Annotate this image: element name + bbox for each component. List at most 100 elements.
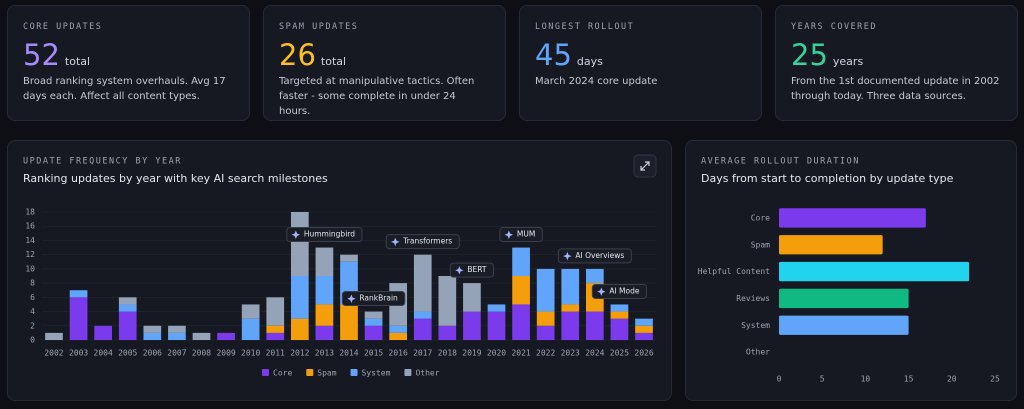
x-tick-label: 2020 <box>487 349 506 358</box>
bar-segment <box>413 254 432 312</box>
annotation: Hummingbird <box>286 227 363 243</box>
legend-swatch <box>350 369 358 376</box>
x-tick-label: 2012 <box>290 349 309 358</box>
bar-segment <box>561 304 580 312</box>
bar-segment <box>192 332 211 340</box>
annotation-box <box>557 248 632 264</box>
bar-segment <box>413 311 432 319</box>
legend-label: Spam <box>317 369 336 378</box>
annotation-label: MUM <box>517 230 535 239</box>
bar-segment <box>413 318 432 340</box>
x-tick-label: 2007 <box>167 349 186 358</box>
x-tick-label: 2026 <box>634 349 653 358</box>
bar-segment <box>585 268 604 284</box>
chart-title: Days from start to completion by update … <box>701 172 954 185</box>
sparkle-icon <box>597 287 606 296</box>
bar-segment <box>610 318 629 340</box>
x-tick-label: 25 <box>990 375 1000 384</box>
bar-segment <box>610 304 629 312</box>
bar-segment <box>561 268 580 305</box>
x-tick-label: 2016 <box>389 349 408 358</box>
bar-segment <box>69 290 88 298</box>
card-label: SPAM UPDATES <box>279 22 359 32</box>
sparkle-icon <box>455 266 464 275</box>
annotation-label: Transformers <box>402 237 452 246</box>
x-tick-label: 2023 <box>561 349 580 358</box>
x-tick-label: 2014 <box>339 349 358 358</box>
card-description: Targeted at manipulative tactics. Often … <box>279 76 475 117</box>
legend-label: System <box>362 369 391 378</box>
annotation-label: BERT <box>467 265 487 274</box>
annotation-label: Hummingbird <box>304 230 355 239</box>
bar-segment <box>463 283 481 312</box>
card-value: 52 <box>23 38 60 72</box>
x-tick-label: 2013 <box>315 349 334 358</box>
bar-segment <box>610 311 629 319</box>
bar-segment <box>315 276 334 305</box>
x-tick-label: 2019 <box>462 349 481 358</box>
x-tick-label: 2018 <box>438 349 457 358</box>
bar-segment <box>290 212 309 276</box>
bar-segment <box>315 304 334 326</box>
bar-segment <box>241 304 260 319</box>
legend-swatch <box>262 369 269 376</box>
x-tick-label: 2009 <box>216 349 235 358</box>
bar-segment <box>266 297 285 326</box>
bar-segment <box>389 325 408 333</box>
sparkle-icon <box>563 251 572 261</box>
x-tick-label: 2024 <box>585 349 604 358</box>
card-value: 25 <box>791 38 828 72</box>
card-description: From the 1st documented update in 2002 t… <box>791 76 1000 102</box>
bar-segment <box>635 332 653 340</box>
annotation-box <box>591 283 648 299</box>
bar <box>779 288 909 309</box>
bar-segment <box>266 332 285 340</box>
bar-segment <box>45 332 63 340</box>
y-tick-label: 6 <box>30 293 35 302</box>
bar-segment <box>389 332 408 340</box>
x-tick-label: 2022 <box>536 349 555 358</box>
x-tick-label: 20 <box>947 375 957 384</box>
bar-segment <box>290 276 309 319</box>
stat-card: YEARS COVERED 25 years From the 1st docum… <box>775 5 1018 121</box>
y-tick-label: Core <box>751 213 770 222</box>
bar-segment <box>512 276 530 305</box>
bar-segment <box>364 325 383 340</box>
y-tick-label: 18 <box>25 208 35 217</box>
bar-segment <box>118 304 137 312</box>
bar-segment <box>69 297 88 340</box>
card-label: YEARS COVERED <box>791 22 878 32</box>
x-tick-label: 5 <box>820 375 825 384</box>
x-tick-label: 2005 <box>118 349 137 358</box>
y-tick-label: System <box>741 321 770 330</box>
bar-segment <box>340 254 358 262</box>
bar-segment <box>241 318 260 340</box>
x-tick-label: 2011 <box>266 349 285 358</box>
stat-card: CORE UPDATES 52 total Broad ranking syste… <box>7 5 250 121</box>
annotation-label: AI Mode <box>609 286 640 295</box>
bar <box>779 315 909 335</box>
bar-segment <box>512 304 530 340</box>
bar-segment <box>438 276 457 326</box>
x-tick-label: 2004 <box>94 349 113 358</box>
bar-segment <box>143 332 162 340</box>
bar-segment <box>561 311 580 340</box>
legend-label: Other <box>415 369 439 378</box>
card-description: March 2024 core update <box>535 76 658 87</box>
y-tick-label: 16 <box>25 222 35 231</box>
sparkle-icon <box>391 237 400 247</box>
expand-button[interactable] <box>633 154 657 178</box>
stat-card: LONGEST ROLLOUT 45 days March 2024 core u… <box>519 5 762 121</box>
x-tick-label: 2006 <box>143 349 162 358</box>
x-tick-label: 2008 <box>192 349 211 358</box>
bar-segment <box>364 311 383 319</box>
bar-segment <box>463 311 481 340</box>
x-tick-label: 2010 <box>241 349 260 358</box>
legend-label: Core <box>273 369 292 378</box>
chart-label: AVERAGE ROLLOUT DURATION <box>701 157 860 167</box>
bar-segment <box>635 325 653 333</box>
bar-segment <box>635 318 653 326</box>
chart-title: Ranking updates by year with key AI sear… <box>23 172 328 185</box>
